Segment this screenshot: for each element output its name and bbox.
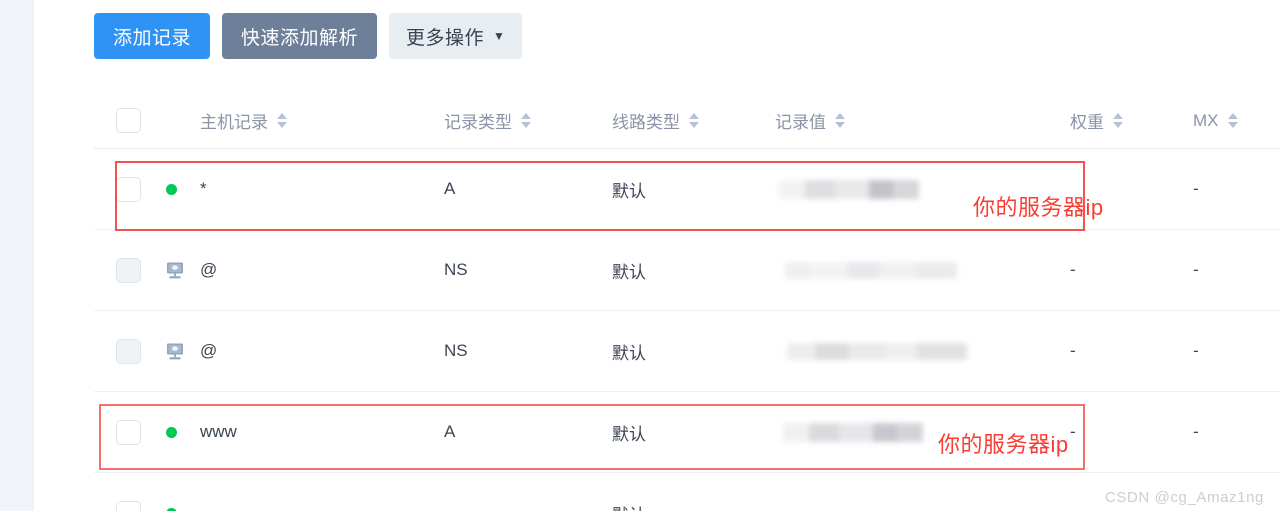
row-value	[770, 422, 1062, 442]
green-dot-icon	[166, 426, 177, 438]
row-host: @	[200, 341, 218, 360]
dns-records-table: 主机记录 记录类型 线路类型 记录值 权重	[94, 93, 1280, 511]
annotation-label-server-ip-2: 你的服务器ip	[938, 432, 1069, 457]
add-record-button[interactable]: 添加记录	[94, 13, 211, 59]
more-actions-button[interactable]: 更多操作 ▼	[389, 13, 523, 59]
row-select-cell	[94, 419, 166, 445]
row-select-cell	[94, 338, 166, 364]
header-value-label: 记录值	[775, 113, 826, 132]
row-type: NS	[444, 341, 468, 360]
row-line: 默认	[607, 501, 770, 511]
row-select-cell	[94, 500, 166, 511]
quick-add-resolution-button[interactable]: 快速添加解析	[222, 13, 378, 59]
row-checkbox[interactable]	[116, 500, 141, 511]
row-select-cell	[94, 176, 166, 202]
chevron-down-icon: ▼	[493, 29, 506, 43]
row-mx: -	[1193, 422, 1199, 441]
sort-weight-icon[interactable]	[1113, 113, 1123, 128]
content-pane: 添加记录 快速添加解析 更多操作 ▼ 主机记录 记录类型	[35, 0, 1280, 511]
table-header-row: 主机记录 记录类型 线路类型 记录值 权重	[94, 93, 1280, 149]
row-mx: -	[1193, 341, 1199, 360]
sort-value-icon[interactable]	[835, 113, 845, 128]
row-checkbox	[116, 257, 141, 283]
row-mx: -	[1193, 260, 1199, 279]
row-type: A	[444, 422, 456, 441]
row-line: 默认	[612, 181, 646, 201]
header-select-all-cell	[94, 108, 166, 133]
table-row[interactable]: @ NS 默认 - -	[94, 230, 1280, 311]
header-mx-label: MX	[1193, 110, 1219, 130]
header-mx: MX	[1189, 111, 1279, 131]
row-weight: -	[1070, 341, 1076, 360]
header-host: 主机记录	[200, 108, 439, 133]
row-checkbox[interactable]	[116, 419, 141, 445]
annotation-label-server-ip-1: 你的服务器ip	[973, 195, 1104, 220]
header-type: 记录类型	[439, 108, 607, 133]
row-checkbox[interactable]	[116, 176, 141, 202]
header-type-label: 记录类型	[444, 113, 512, 132]
row-line: 默认	[612, 424, 646, 444]
row-status-cell	[166, 183, 200, 195]
row-value	[770, 261, 1062, 279]
row-line: 默认	[612, 262, 646, 282]
row-value	[770, 342, 1062, 360]
green-dot-icon	[166, 183, 177, 195]
row-status-cell	[166, 262, 200, 279]
header-line: 线路类型	[607, 108, 770, 133]
row-type: A	[444, 179, 456, 198]
row-line: 默认	[612, 343, 646, 363]
header-value: 记录值	[770, 108, 1062, 133]
monitor-icon	[167, 343, 183, 359]
select-all-checkbox[interactable]	[116, 108, 141, 133]
monitor-icon	[167, 262, 183, 278]
header-line-label: 线路类型	[612, 113, 680, 132]
row-status-cell	[166, 343, 200, 360]
more-actions-label: 更多操作	[406, 27, 485, 49]
row-host: @	[200, 260, 218, 279]
table-row[interactable]: www A 默认 - -	[94, 392, 1280, 473]
row-value	[770, 179, 1062, 199]
header-weight-label: 权重	[1070, 113, 1104, 132]
row-status-cell	[166, 507, 200, 511]
table-row[interactable]: @ NS 默认 - -	[94, 311, 1280, 392]
records-toolbar: 添加记录 快速添加解析 更多操作 ▼	[94, 13, 523, 59]
sort-line-icon[interactable]	[689, 113, 699, 128]
green-dot-icon	[166, 507, 177, 511]
sort-host-icon[interactable]	[277, 113, 287, 128]
row-mx: -	[1193, 179, 1199, 198]
row-status-cell	[166, 426, 200, 438]
row-host: *	[200, 179, 207, 198]
row-weight: -	[1070, 260, 1076, 279]
sort-type-icon[interactable]	[521, 113, 531, 128]
header-host-label: 主机记录	[200, 113, 268, 132]
row-type: NS	[444, 260, 468, 279]
table-row[interactable]: 默认	[94, 473, 1280, 511]
header-weight: 权重	[1062, 108, 1189, 133]
sort-mx-icon[interactable]	[1227, 113, 1238, 128]
row-weight: -	[1070, 422, 1076, 441]
row-host: www	[200, 422, 237, 441]
left-gutter	[0, 0, 34, 511]
row-select-cell	[94, 257, 166, 283]
row-checkbox	[116, 338, 141, 364]
watermark: CSDN @cg_Amaz1ng	[1104, 489, 1264, 506]
